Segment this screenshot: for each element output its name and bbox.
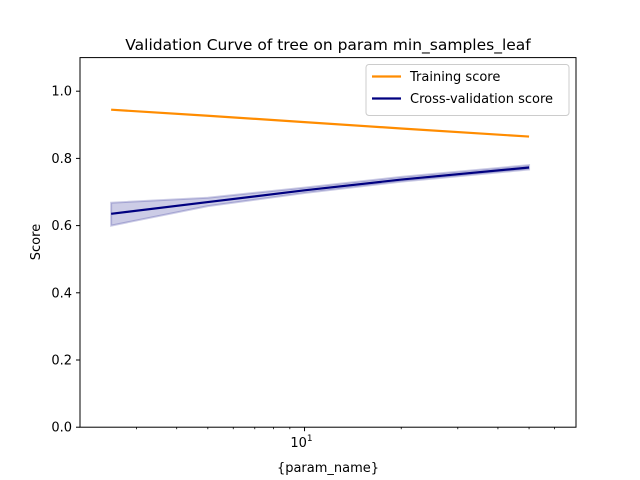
- y-tick-label: 0.0: [51, 421, 72, 436]
- chart-title: Validation Curve of tree on param min_sa…: [125, 36, 531, 55]
- legend-box: [365, 64, 570, 116]
- legend-label-series-0: Training score: [409, 70, 500, 85]
- y-tick-label: 1.0: [51, 85, 72, 100]
- y-tick-label: 0.6: [51, 219, 72, 234]
- plot-area: [110, 108, 531, 227]
- y-tick-label: 0.8: [51, 152, 72, 167]
- x-tick-label-exponent: 1: [307, 434, 313, 444]
- series-0-line: [111, 108, 530, 138]
- x-axis-label: {param_name}: [277, 461, 379, 476]
- y-axis-label: Score: [29, 224, 44, 260]
- y-tick-label: 0.4: [51, 286, 72, 301]
- series-1-line: [110, 166, 530, 215]
- y-tick-label: 0.2: [51, 354, 72, 369]
- legend: Training score Cross-validation score: [365, 64, 570, 116]
- axes-frame: [79, 57, 577, 428]
- legend-label-series-1: Cross-validation score: [410, 92, 553, 107]
